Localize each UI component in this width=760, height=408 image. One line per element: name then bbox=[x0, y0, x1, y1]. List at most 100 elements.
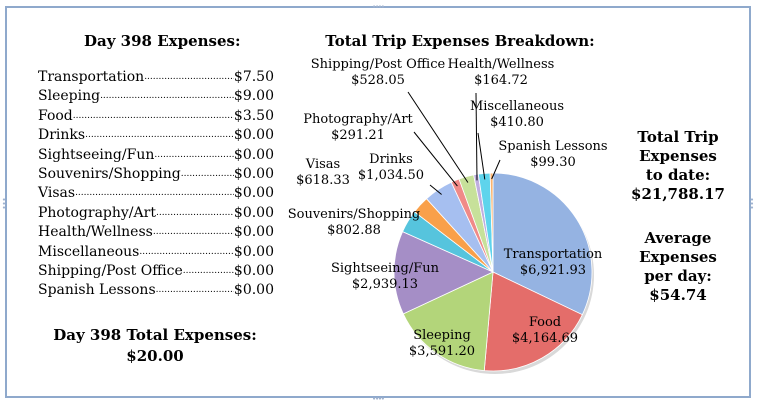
slice-label-value: $410.80 bbox=[490, 115, 544, 130]
expense-value: $0.00 bbox=[233, 146, 274, 163]
slice-label-name: Photography/Art bbox=[303, 112, 413, 127]
slice-label-name: Shipping/Post Office bbox=[311, 57, 446, 72]
slice-label-value: $802.88 bbox=[327, 223, 381, 238]
slice-label-value: $4,164.69 bbox=[512, 331, 578, 346]
slice-label-name: Miscellaneous bbox=[470, 99, 564, 114]
resize-handle-right[interactable]: ∙ ∙ ∙ bbox=[750, 195, 754, 212]
expense-row: Drinks..................................… bbox=[38, 126, 274, 145]
expense-value: $0.00 bbox=[233, 243, 274, 260]
slice-label-name: Food bbox=[529, 315, 561, 330]
slice-label: Shipping/Post Office $528.05 bbox=[311, 57, 446, 88]
expense-row: Sightseeing/Fun.........................… bbox=[38, 146, 274, 165]
expense-label: Transportation bbox=[38, 69, 145, 85]
leader-dots: ........................................… bbox=[155, 285, 234, 296]
expense-label: Visas bbox=[38, 185, 76, 202]
slice-label-value: $3,591.20 bbox=[409, 344, 475, 359]
expense-row: Spanish Lessons.........................… bbox=[38, 281, 274, 300]
leader-line bbox=[477, 132, 486, 180]
leader-line bbox=[413, 131, 458, 187]
leader-dots: ........................................… bbox=[155, 207, 234, 218]
pie-slice-sleeping[interactable] bbox=[402, 271, 494, 372]
leader-dots: ........................................… bbox=[72, 110, 234, 121]
slice-label-value: $6,921.93 bbox=[520, 263, 586, 278]
slice-label: Souvenirs/Shopping $802.88 bbox=[288, 207, 421, 238]
expense-label: Sightseeing/Fun bbox=[38, 146, 155, 163]
expense-row: Photography/Art.........................… bbox=[38, 204, 274, 223]
trip-total-block: Total Trip Expenses to date: $21,788.17 bbox=[628, 128, 728, 204]
expense-row: Shipping/Post Office....................… bbox=[38, 262, 274, 281]
expense-label: Shipping/Post Office bbox=[38, 262, 183, 279]
expense-value: $0.00 bbox=[233, 224, 274, 241]
expense-label: Food bbox=[38, 107, 73, 124]
expense-row: Food....................................… bbox=[38, 107, 274, 126]
resize-handle-left[interactable]: ∙ ∙ ∙ bbox=[2, 195, 6, 212]
slice-label-name: Sleeping bbox=[413, 328, 471, 343]
leader-dots: ........................................… bbox=[139, 246, 234, 257]
expense-value: $0.00 bbox=[233, 282, 274, 299]
slice-label-value: $291.21 bbox=[331, 128, 385, 143]
trip-total-value: $21,788.17 bbox=[631, 185, 725, 203]
expense-value: $9.00 bbox=[233, 88, 274, 105]
slice-label-name: Transportation bbox=[504, 247, 603, 262]
slice-label-name: Drinks bbox=[369, 152, 413, 167]
expense-row: Sleeping................................… bbox=[38, 87, 274, 106]
expense-value: $0.00 bbox=[233, 185, 274, 202]
expense-label: Drinks bbox=[38, 127, 86, 144]
expense-label: Sleeping bbox=[38, 88, 101, 105]
expense-value: $7.50 bbox=[233, 69, 274, 85]
slice-label-value: $528.05 bbox=[351, 73, 405, 88]
slice-label-name: Sightseeing/Fun bbox=[331, 261, 440, 276]
expense-label: Spanish Lessons bbox=[38, 282, 156, 299]
slice-label-value: $618.33 bbox=[296, 173, 350, 188]
pie-slice-spanish-lessons[interactable] bbox=[489, 172, 494, 273]
slice-label-name: Visas bbox=[305, 157, 340, 172]
pie-slice-food[interactable] bbox=[483, 271, 583, 372]
leader-dots: ........................................… bbox=[152, 227, 234, 238]
expense-label: Photography/Art bbox=[38, 204, 156, 221]
slice-label: Spanish Lessons $99.30 bbox=[498, 139, 607, 170]
average-line1: Average bbox=[644, 229, 712, 247]
day-total-block: Day 398 Total Expenses: $20.00 bbox=[30, 325, 280, 367]
trip-total-line1: Total Trip bbox=[637, 128, 719, 146]
resize-handle-top[interactable]: ∙∙∙∙ bbox=[372, 2, 385, 11]
expense-label: Health/Wellness bbox=[38, 224, 153, 241]
average-value: $54.74 bbox=[649, 286, 707, 304]
expense-row: Transportation..........................… bbox=[38, 68, 274, 87]
leader-dots: ........................................… bbox=[182, 265, 234, 276]
day-expense-list: Transportation..........................… bbox=[38, 68, 274, 301]
slice-label-name: Spanish Lessons bbox=[498, 139, 607, 154]
slice-label: Transportation $6,921.93 bbox=[504, 247, 603, 278]
pie-slice-transportation[interactable] bbox=[492, 172, 593, 316]
day-expenses-title: Day 398 Expenses: bbox=[84, 32, 241, 50]
expense-value: $3.50 bbox=[233, 107, 274, 124]
slice-label: Visas $618.33 bbox=[296, 157, 350, 188]
trip-total-line3: to date: bbox=[645, 166, 711, 184]
slice-label: Photography/Art $291.21 bbox=[303, 112, 413, 143]
day-total-label: Day 398 Total Expenses: bbox=[53, 326, 257, 344]
slice-label-name: Health/Wellness bbox=[448, 57, 555, 72]
expense-row: Visas...................................… bbox=[38, 184, 274, 203]
pie-slice-sightseeing-fun[interactable] bbox=[393, 231, 494, 315]
resize-handle-bottom[interactable]: ∙∙∙∙ bbox=[372, 394, 385, 403]
leader-dots: ........................................… bbox=[180, 168, 234, 179]
slice-label: Miscellaneous $410.80 bbox=[470, 99, 564, 130]
expense-label: Miscellaneous bbox=[38, 243, 140, 260]
average-block: Average Expenses per day: $54.74 bbox=[628, 229, 728, 305]
leader-dots: ........................................… bbox=[154, 149, 234, 160]
slice-label-name: Souvenirs/Shopping bbox=[288, 207, 421, 222]
leader-dots: ........................................… bbox=[75, 188, 234, 199]
slice-label: Food $4,164.69 bbox=[512, 315, 578, 346]
slice-label: Health/Wellness $164.72 bbox=[448, 57, 555, 88]
leader-line bbox=[429, 184, 442, 195]
chart-title: Total Trip Expenses Breakdown: bbox=[325, 32, 595, 50]
expense-value: $0.00 bbox=[233, 127, 274, 144]
slice-label-value: $99.30 bbox=[530, 155, 576, 170]
slice-label: Sleeping $3,591.20 bbox=[409, 328, 475, 359]
expense-value: $0.00 bbox=[233, 262, 274, 279]
expense-label: Souvenirs/Shopping bbox=[38, 165, 181, 182]
day-total-value: $20.00 bbox=[126, 347, 184, 365]
leader-dots: ........................................… bbox=[100, 91, 234, 102]
leader-line bbox=[475, 92, 478, 181]
chart-frame[interactable] bbox=[5, 6, 751, 398]
